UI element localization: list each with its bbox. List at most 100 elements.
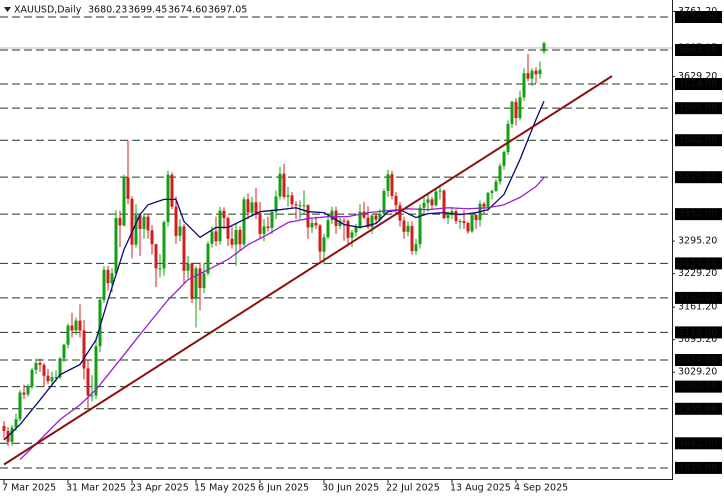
- candle-body: [90, 395, 94, 397]
- candle-body: [234, 229, 238, 245]
- candle-body: [374, 215, 378, 220]
- x-tick-label: 4 Sep 2025: [514, 483, 568, 494]
- candle-body: [306, 205, 310, 228]
- candle-body: [82, 330, 86, 369]
- candle-body: [182, 226, 186, 271]
- indicator-line: [19, 177, 545, 461]
- y-tick-label: 3295.20: [678, 236, 717, 247]
- level-label: 2885.00: [678, 438, 717, 449]
- candle-body: [482, 203, 486, 207]
- last-close: 3697.05: [208, 5, 247, 16]
- candle-body: [370, 215, 374, 227]
- candle-body: [170, 174, 174, 207]
- level-label: 3750.00: [678, 12, 717, 23]
- level-label: 2835.00: [678, 462, 717, 473]
- candle-body: [226, 218, 230, 239]
- candle-body: [246, 199, 250, 213]
- candle-body: [46, 375, 50, 382]
- candle-body: [190, 263, 194, 299]
- candle-body: [198, 268, 202, 289]
- y-tick-label: 3229.20: [678, 268, 717, 279]
- candle-body: [458, 221, 462, 223]
- candle-body: [502, 152, 506, 166]
- candle-body: [30, 369, 34, 387]
- candle-body: [114, 218, 118, 274]
- last-open: 3680.23: [88, 5, 127, 16]
- candle-body: [530, 70, 534, 79]
- y-tick-label: 3095.20: [678, 334, 717, 345]
- candle-body: [510, 101, 514, 124]
- candle-body: [490, 190, 494, 193]
- candle-body: [290, 195, 294, 205]
- candle-body: [222, 210, 226, 219]
- last-low: 3674.60: [168, 5, 207, 16]
- candle-body: [446, 215, 450, 219]
- candle-body: [438, 190, 442, 192]
- candle-body: [50, 377, 54, 382]
- candle-body: [286, 195, 290, 197]
- candle-body: [126, 177, 130, 199]
- candle-body: [354, 226, 358, 233]
- candle-body: [66, 325, 70, 345]
- symbol: XAUUSD,Daily: [14, 5, 82, 16]
- candle-body: [526, 73, 530, 79]
- candle-body: [518, 97, 522, 119]
- x-tick-label: 23 Apr 2025: [130, 483, 189, 494]
- indicator-line: [3, 75, 613, 466]
- level-label-box: [675, 291, 722, 304]
- candle-body: [402, 220, 406, 232]
- x-tick-label: 22 Jul 2025: [386, 483, 440, 494]
- candle-body: [26, 386, 30, 395]
- candle-body: [310, 223, 314, 228]
- level-label-box: [675, 326, 722, 339]
- level-label-box: [675, 437, 722, 450]
- candle-body: [162, 222, 166, 269]
- candle-body: [258, 213, 262, 234]
- candle-body: [142, 216, 146, 229]
- candle-body: [338, 220, 342, 226]
- candle-body: [74, 320, 78, 331]
- candle-body: [434, 191, 438, 206]
- candle-body: [210, 231, 214, 244]
- candle-body: [294, 204, 298, 206]
- level-label-box: [675, 380, 722, 393]
- candle-body: [2, 426, 6, 431]
- candle-body: [42, 364, 46, 376]
- candle-body: [454, 211, 458, 222]
- candle-body: [102, 269, 106, 300]
- candle-body: [406, 225, 410, 232]
- candle-body: [242, 199, 246, 245]
- candle-body: [298, 205, 302, 207]
- level-label: 3614.00: [678, 79, 717, 90]
- candle-body: [466, 223, 470, 232]
- last-high: 3699.45: [128, 5, 167, 16]
- candle-body: [426, 199, 430, 203]
- candle-body: [134, 215, 138, 245]
- level-label: 3500.00: [678, 135, 717, 146]
- x-tick-label: 13 Aug 2025: [450, 483, 511, 494]
- level-label-box: [675, 461, 722, 474]
- y-tick-label: 3629.20: [678, 71, 717, 82]
- candle-body: [110, 273, 114, 284]
- candle-body: [262, 226, 266, 234]
- candle-body: [18, 392, 22, 420]
- menu-triangle[interactable]: [4, 7, 11, 12]
- level-label-box: [675, 354, 722, 367]
- level-label-box: [675, 171, 722, 184]
- candle-body: [378, 214, 382, 220]
- candle-body: [382, 190, 386, 215]
- candle-body: [474, 215, 478, 221]
- candle-body: [422, 202, 426, 208]
- level-label-box: [675, 78, 722, 91]
- level-label-box: [675, 208, 722, 221]
- indicator-line: [3, 101, 545, 441]
- candle-body: [506, 123, 510, 153]
- candle-body: [38, 362, 42, 365]
- candle-body: [346, 221, 350, 238]
- candle-body: [274, 196, 278, 212]
- x-tick-label: 7 Mar 2025: [2, 483, 56, 494]
- y-tick-label: 3029.20: [678, 367, 717, 378]
- level-label: 3054.00: [678, 355, 717, 366]
